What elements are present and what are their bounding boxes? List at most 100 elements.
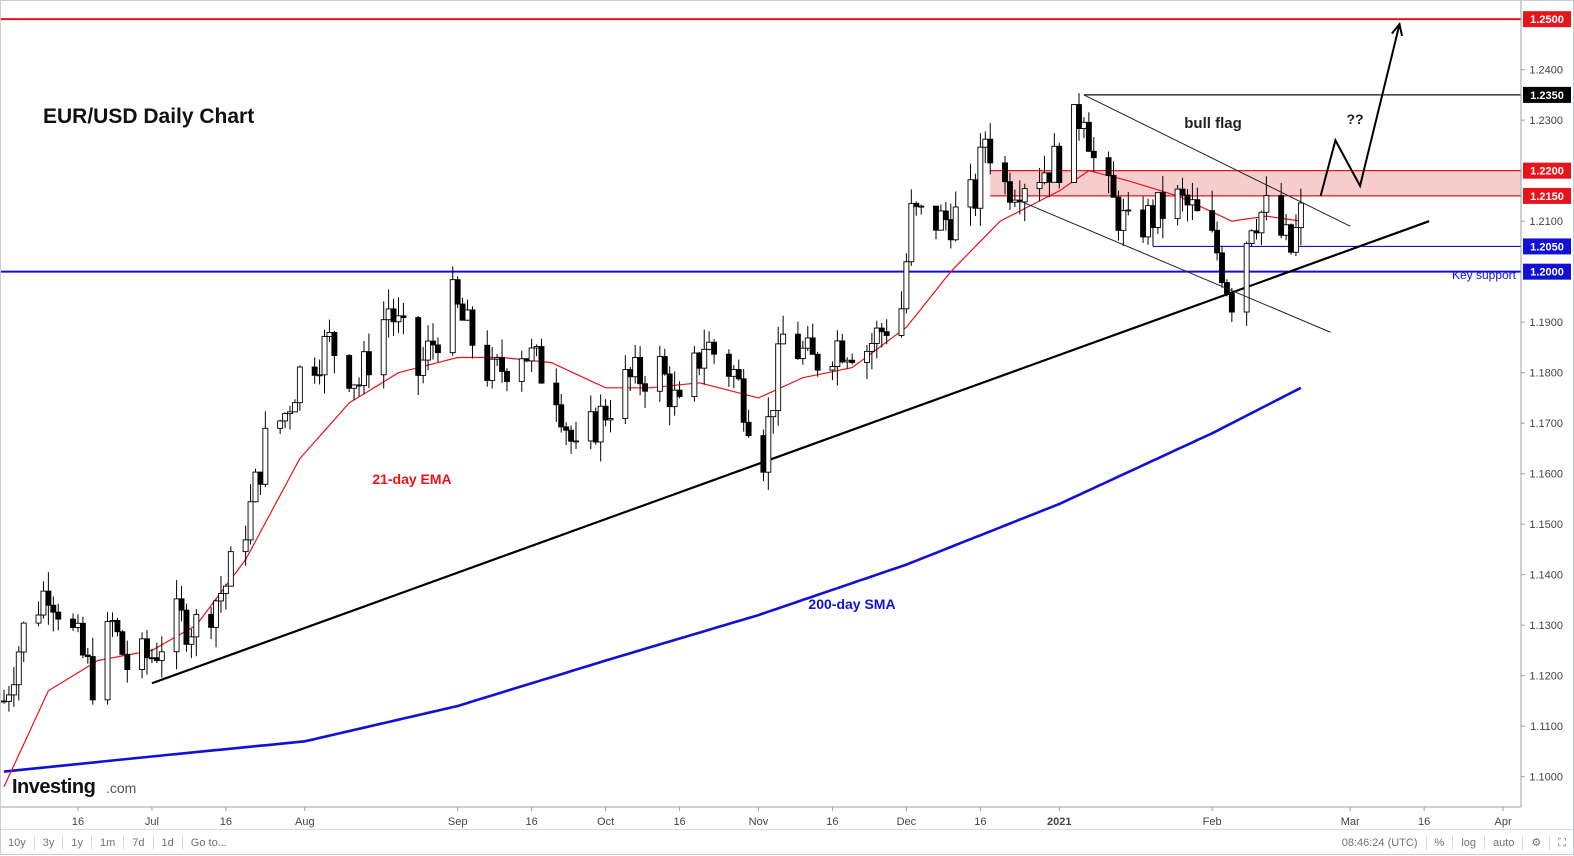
candle-body (597, 405, 604, 443)
candle (780, 315, 787, 345)
candle (158, 636, 165, 678)
x-tick-label: 16 (220, 816, 232, 828)
range-1m-button[interactable]: 1m (100, 837, 116, 849)
price-label-box (1523, 86, 1571, 103)
candle (809, 323, 816, 355)
investing-logo: Investing .com (12, 776, 136, 798)
candle-body (977, 146, 984, 209)
candle (430, 323, 436, 360)
range-1y-button[interactable]: 1y (71, 837, 83, 849)
y-tick-label: 1.1200 (1529, 671, 1563, 683)
candle-body (661, 356, 668, 375)
candle-body (361, 351, 367, 386)
chart-svg[interactable]: 1.1000 1.1100 1.1200 1.1300 1.1400 1.1500 1.16… (0, 0, 1574, 829)
candle (454, 276, 461, 309)
candle-body (1263, 195, 1270, 213)
y-tick-label: 1.1600 (1529, 469, 1563, 481)
candle-body (1080, 121, 1087, 129)
percent-scale-button[interactable]: % (1434, 837, 1445, 849)
candle (898, 291, 905, 338)
candle (839, 333, 846, 364)
fullscreen-icon[interactable]: ⛶ (1558, 837, 1566, 849)
candle-body (844, 359, 851, 363)
candle-body (1159, 192, 1166, 219)
candle-body (799, 347, 806, 360)
candle (504, 368, 510, 392)
logo-suffix: .com (106, 780, 136, 796)
candle-body (1258, 211, 1265, 234)
log-scale-button[interactable]: log (1461, 837, 1476, 849)
candle-body (89, 656, 96, 701)
divider (33, 836, 35, 850)
candle-body (711, 341, 718, 355)
candle (1076, 93, 1082, 141)
divider (91, 836, 92, 850)
price-label-1.2150: 1.2150 (1523, 187, 1571, 204)
candle-body (1253, 230, 1260, 234)
candle-body (696, 352, 703, 369)
sma-200-line (3, 386, 1302, 773)
range-7d-button[interactable]: 7d (132, 837, 145, 849)
flag-upper-line (1083, 94, 1351, 227)
candle-body (311, 366, 318, 376)
candle-body (1105, 157, 1112, 176)
bull-flag-label: bull flag (1184, 115, 1242, 132)
candle (528, 338, 535, 373)
candle-body (933, 205, 939, 231)
candle-body (1021, 188, 1028, 203)
range-1d-button[interactable]: 1d (161, 837, 174, 849)
candle (1219, 245, 1225, 288)
candle-body (1007, 181, 1013, 203)
candle-body (1288, 224, 1294, 253)
candle-body (1194, 199, 1201, 212)
candle-body (1051, 145, 1058, 183)
price-label-text: 1.2050 (1530, 241, 1564, 253)
candle-body (114, 620, 121, 633)
candle (104, 612, 111, 705)
candle-body (518, 358, 525, 382)
y-tick-label: 1.1500 (1529, 519, 1563, 531)
candle-body (287, 411, 293, 415)
price-label-text: 1.2200 (1530, 166, 1564, 178)
candle-body (385, 308, 392, 321)
candle (868, 333, 875, 370)
range-10y-button[interactable]: 10y (8, 837, 26, 849)
candle-body (504, 370, 510, 382)
candle-body (947, 219, 954, 241)
candle (987, 123, 994, 175)
candle (1228, 287, 1235, 322)
candle (765, 397, 772, 490)
candle (592, 407, 599, 445)
candle-body (321, 336, 328, 376)
candle-body (765, 416, 772, 473)
y-tick-label: 1.2300 (1529, 115, 1563, 127)
projection-arrowhead (1391, 21, 1404, 37)
logo-name: Investing (12, 776, 95, 798)
candle (878, 322, 885, 348)
ema-label: 21-day EMA (372, 471, 451, 487)
goto-date-button[interactable]: Go to... (190, 837, 227, 849)
y-tick-label: 1.2400 (1529, 65, 1563, 77)
divider (1484, 836, 1485, 850)
candle-body (390, 308, 397, 323)
candle (188, 628, 195, 659)
candle-body (849, 359, 856, 363)
candle (918, 204, 925, 215)
candle (770, 410, 777, 434)
candle-body (489, 358, 496, 381)
candle (563, 422, 570, 446)
candle-body (119, 631, 126, 655)
candle (1214, 221, 1221, 261)
range-3y-button[interactable]: 3y (42, 837, 55, 849)
candle (50, 596, 57, 632)
auto-scale-button[interactable]: auto (1493, 837, 1515, 849)
candle (213, 599, 219, 648)
settings-icon[interactable]: ⚙ (1531, 837, 1542, 849)
candle (252, 468, 259, 503)
divider (123, 836, 125, 850)
candle (5, 685, 12, 712)
candle (316, 359, 323, 385)
candle-body (257, 471, 264, 485)
divider (152, 836, 154, 850)
